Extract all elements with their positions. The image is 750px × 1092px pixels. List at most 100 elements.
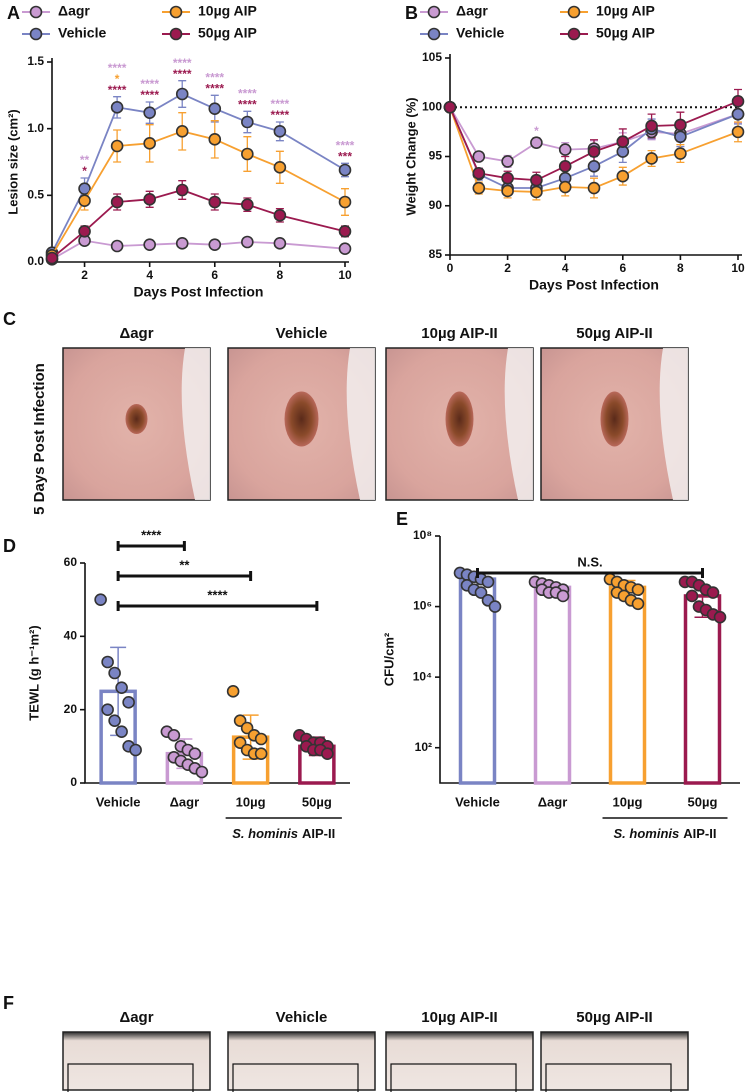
data-point: [101, 703, 114, 716]
x-tick-label: 50µg: [302, 794, 332, 809]
significance-bracket: [116, 601, 319, 611]
significance-label: ****: [173, 67, 192, 81]
data-point: [488, 600, 502, 613]
bar: [458, 577, 497, 785]
data-point: [143, 193, 156, 206]
legend-marker: [427, 27, 441, 41]
data-point: [78, 194, 91, 207]
photo-wound: [284, 391, 319, 447]
data-point: [94, 593, 107, 606]
legend-marker: [567, 27, 581, 41]
panel-letter: D: [3, 536, 16, 556]
data-point: [78, 225, 91, 238]
significance-label: ****: [205, 82, 224, 96]
data-point: [530, 185, 543, 199]
panel-letter: F: [3, 993, 14, 1013]
data-point: [110, 195, 124, 209]
legend-marker: [29, 5, 43, 19]
data-point: [472, 166, 486, 180]
photo-caption: 10µg AIP-II: [421, 1009, 497, 1026]
photo-fur: [659, 348, 688, 500]
legend-label: 10µg AIP: [198, 3, 257, 19]
legend-label: Δagr: [456, 3, 488, 19]
legend-marker: [169, 27, 183, 41]
series-line: [51, 239, 346, 261]
legend-label: Vehicle: [58, 25, 106, 41]
data-point: [338, 163, 352, 177]
panel-letter: B: [405, 3, 418, 23]
data-point: [110, 101, 124, 114]
significance-label: ****: [238, 87, 257, 101]
legend-marker: [427, 5, 441, 19]
data-point: [122, 696, 135, 709]
x-tick-label: Vehicle: [96, 794, 141, 809]
data-point: [443, 100, 457, 114]
photo-caption: Δagr: [119, 1009, 153, 1026]
photo-caption: Δagr: [119, 325, 153, 342]
data-point: [616, 169, 630, 183]
data-point: [241, 198, 254, 211]
x-tick-label: 10µg: [236, 794, 266, 809]
y-axis-label: CFU/cm²: [381, 632, 396, 686]
group-label-part: AIP-II: [302, 826, 335, 841]
x-tick-label: 10: [338, 268, 352, 282]
data-point: [645, 152, 658, 165]
photo-wound: [600, 391, 629, 447]
data-point: [530, 173, 543, 187]
data-point: [556, 589, 570, 603]
data-point: [273, 237, 287, 250]
group-label-part: S. hominis: [232, 826, 298, 841]
data-point: [208, 102, 222, 115]
panel-letter: A: [7, 3, 20, 23]
data-point: [674, 130, 687, 144]
significance-label: ****: [140, 77, 159, 91]
x-tick-label: 4: [562, 261, 569, 275]
data-point: [226, 685, 240, 698]
significance-label: N.S.: [577, 554, 602, 569]
group-label-part: AIP-II: [683, 826, 716, 841]
significance-label: ****: [238, 98, 257, 112]
series-line: [449, 106, 739, 189]
photo-box: [232, 1063, 359, 1092]
data-point: [645, 119, 658, 133]
data-point: [273, 125, 287, 138]
y-tick-label: 0: [70, 775, 77, 789]
y-tick-label: 20: [64, 702, 78, 716]
bar: [533, 585, 572, 785]
photo-caption: Vehicle: [276, 325, 328, 342]
data-point: [110, 139, 124, 153]
x-tick-label: 10µg: [613, 794, 643, 809]
data-point: [472, 181, 486, 195]
photo-fur: [346, 348, 375, 500]
series-line: [51, 92, 346, 254]
data-point: [208, 238, 222, 251]
y-tick-label: 10⁴: [413, 669, 432, 683]
y-tick-label: 0.0: [27, 254, 44, 268]
significance-label: ****: [140, 88, 159, 102]
data-point: [241, 115, 254, 129]
y-tick-label: 60: [64, 555, 78, 569]
x-tick-label: 0: [447, 261, 454, 275]
significance-label: ****: [108, 83, 127, 97]
data-point: [208, 195, 222, 209]
bar: [683, 594, 722, 785]
x-tick-label: 50µg: [688, 794, 718, 809]
series-line: [449, 100, 739, 182]
data-point: [241, 235, 254, 249]
data-point: [631, 583, 645, 597]
data-point: [338, 242, 352, 255]
significance-label: **: [80, 153, 90, 167]
series-line: [449, 106, 739, 193]
series-line: [51, 130, 346, 256]
group-label: S. hominis AIP-II: [614, 826, 717, 841]
y-tick-label: 10⁸: [413, 528, 432, 542]
photo: [540, 1031, 689, 1091]
x-tick-label: 8: [277, 268, 284, 282]
significance-label: ****: [205, 71, 224, 85]
data-point: [321, 747, 334, 760]
significance-label: *: [534, 124, 539, 138]
data-point: [713, 610, 727, 624]
data-point: [558, 143, 572, 156]
y-tick-label: 0.5: [27, 188, 44, 202]
